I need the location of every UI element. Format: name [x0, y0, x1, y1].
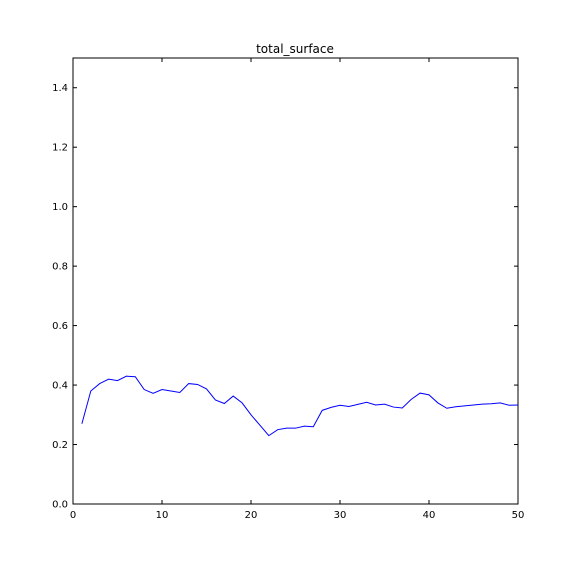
plot-area: 0 10 20 30 40 50 0.0 0.2 0.4 0.6 0.8 1.0 1.2 1.4 [52, 57, 525, 521]
y-tick-label: 0.0 [52, 500, 68, 511]
y-tick-label: 1.0 [52, 202, 68, 213]
y-tick-label: 0.4 [52, 381, 68, 392]
y-tick-label: 0.8 [52, 262, 68, 273]
x-tick-label: 40 [423, 510, 436, 521]
x-tick-label: 50 [512, 510, 525, 521]
plot-frame [72, 57, 519, 505]
x-tick-label: 10 [156, 510, 169, 521]
x-tick-label: 30 [334, 510, 347, 521]
y-tick-label: 0.2 [52, 440, 68, 451]
series-line [81, 375, 519, 437]
y-tick-label: 0.6 [52, 321, 68, 332]
x-tick-label: 20 [245, 510, 258, 521]
x-tick-label: 0 [70, 510, 76, 521]
y-tick-label: 1.4 [52, 83, 68, 94]
chart-title: total_surface [256, 42, 334, 56]
y-tick-label: 1.2 [52, 143, 68, 154]
